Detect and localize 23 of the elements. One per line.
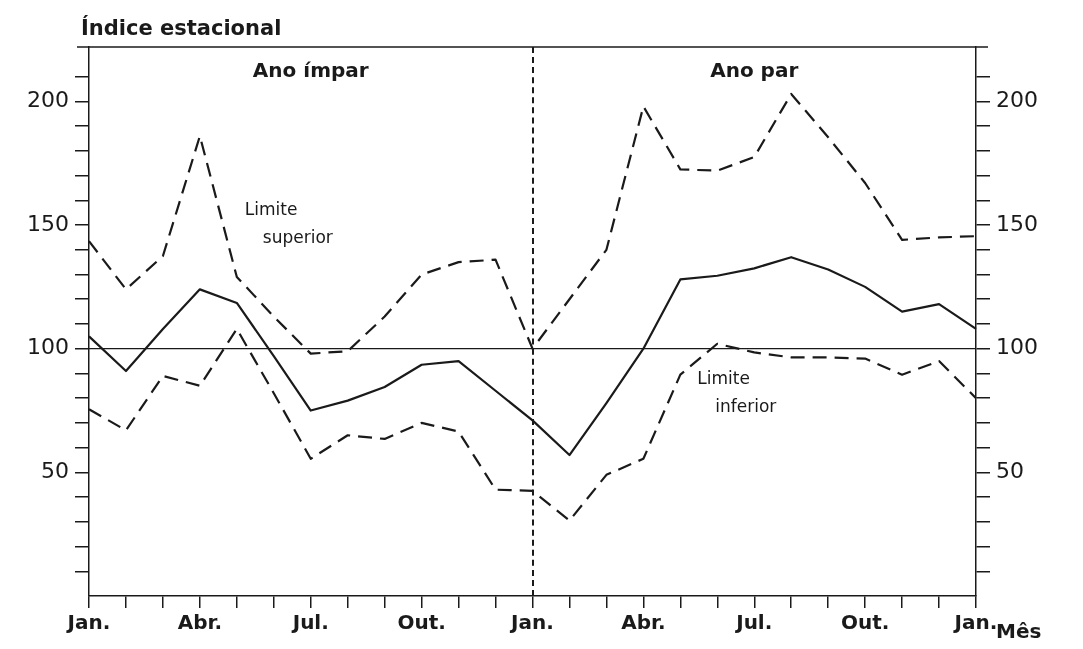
x-axis-title: Mês xyxy=(996,619,1042,643)
y-tick-label: 200 xyxy=(27,87,69,113)
series-label: Limite inferior xyxy=(697,367,777,416)
y2-tick-label: 50 xyxy=(996,458,1024,484)
annotation: Ano ímpar xyxy=(252,58,369,82)
x-tick-label: Jul. xyxy=(290,610,329,635)
x-tick-label: Out. xyxy=(840,610,890,635)
y-tick-label: 150 xyxy=(27,210,69,236)
annotation: Ano par xyxy=(710,58,799,82)
x-tick-label: Jan. xyxy=(509,610,554,635)
x-tick-label: Jan. xyxy=(952,610,998,635)
x-tick-label: Out. xyxy=(397,610,446,635)
y-tick-label: 100 xyxy=(27,334,69,360)
y-axis-title: Índice estacional xyxy=(81,15,282,40)
x-tick-label: Abr. xyxy=(621,610,666,635)
y2-tick-label: 200 xyxy=(996,87,1038,113)
y2-tick-label: 150 xyxy=(996,210,1038,236)
x-tick-label: Abr. xyxy=(177,610,223,635)
series-label: Limite superior xyxy=(244,198,333,247)
y2-tick-label: 100 xyxy=(996,334,1038,360)
x-tick-label: Jul. xyxy=(734,610,773,635)
y-tick-label: 50 xyxy=(41,458,69,484)
x-tick-label: Jan. xyxy=(65,610,111,635)
